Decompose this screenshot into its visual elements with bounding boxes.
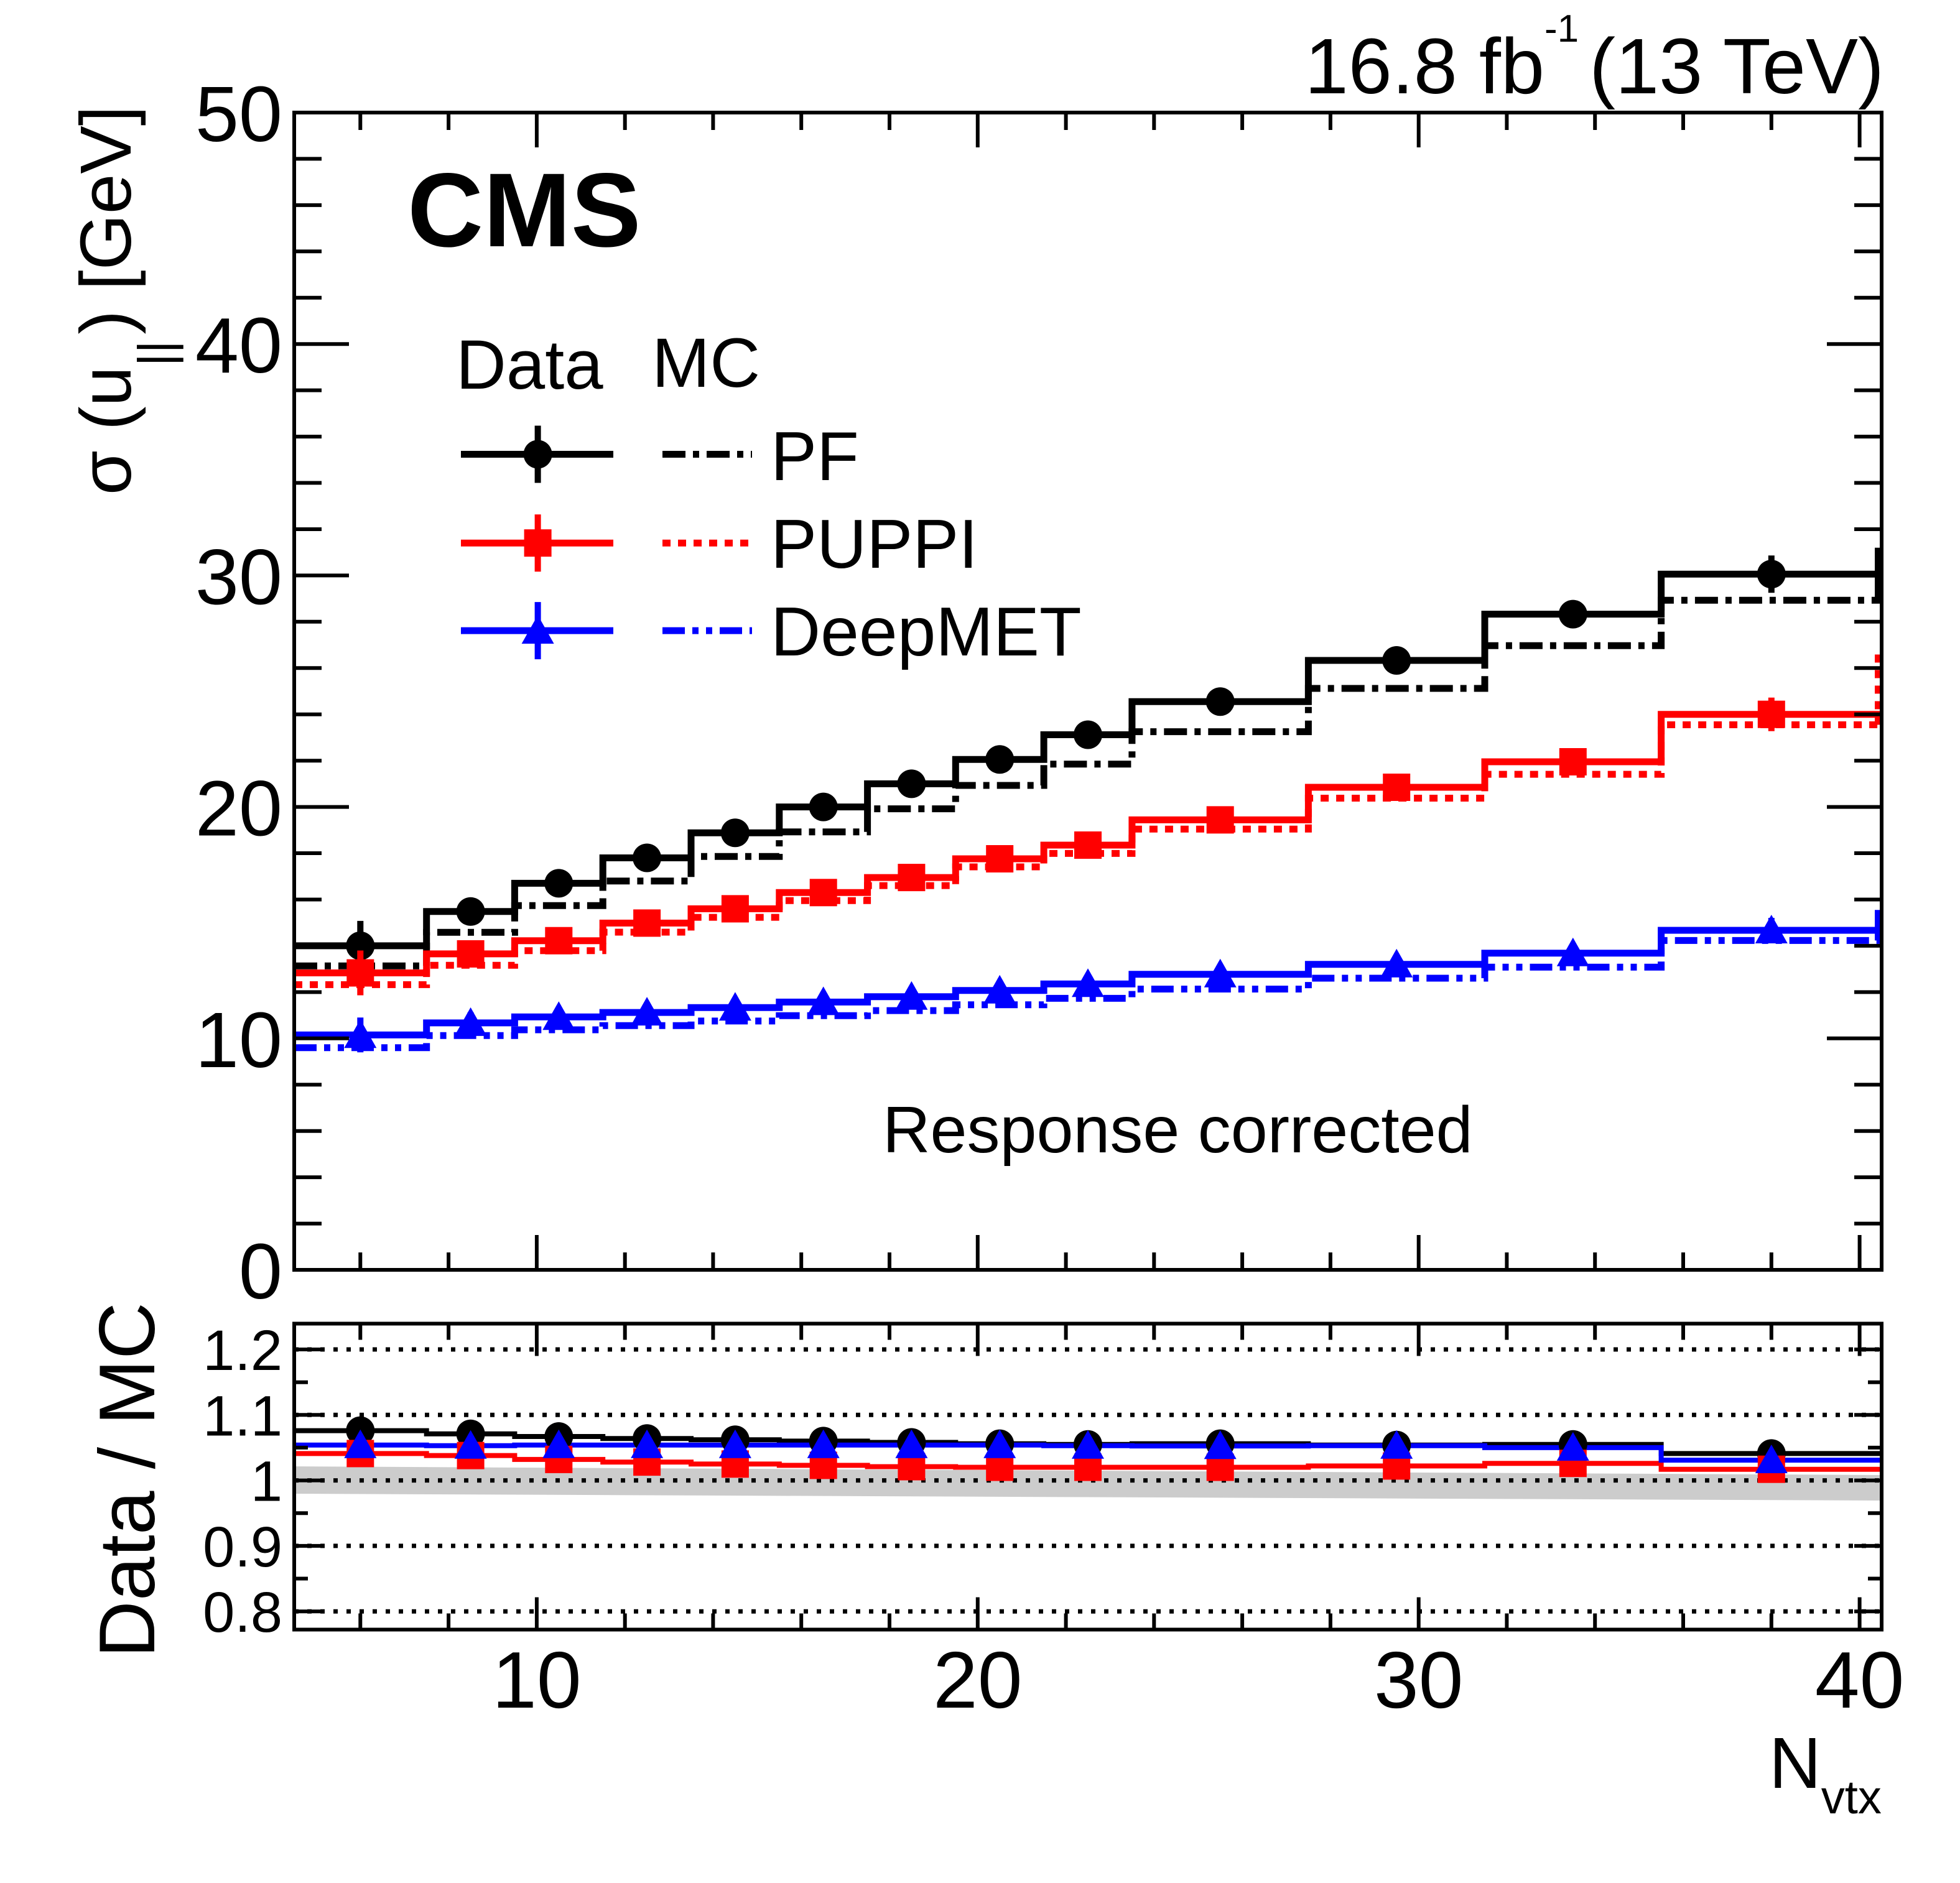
svg-text:30: 30: [195, 533, 282, 621]
svg-text:0.9: 0.9: [203, 1515, 282, 1579]
svg-text:40: 40: [195, 302, 282, 389]
svg-text:1.1: 1.1: [203, 1384, 282, 1448]
svg-text:1.2: 1.2: [203, 1319, 282, 1382]
svg-text:Data: Data: [456, 326, 603, 404]
svg-text:Data / MC: Data / MC: [83, 1302, 171, 1658]
svg-text:0: 0: [239, 1228, 282, 1315]
svg-text:PUPPI: PUPPI: [771, 506, 978, 583]
svg-text:20: 20: [933, 1635, 1023, 1725]
svg-text:10: 10: [195, 996, 282, 1084]
svg-text:0.8: 0.8: [203, 1581, 282, 1644]
svg-text:1: 1: [251, 1450, 282, 1514]
svg-text:DeepMET: DeepMET: [771, 593, 1082, 670]
svg-text:Response corrected: Response corrected: [883, 1093, 1473, 1167]
svg-text:PF: PF: [771, 418, 859, 495]
svg-text:40: 40: [1815, 1635, 1905, 1725]
svg-text:CMS: CMS: [407, 151, 641, 269]
svg-text:16.8 fb-1 (13 TeV): 16.8 fb-1 (13 TeV): [1305, 7, 1884, 110]
svg-text:30: 30: [1374, 1635, 1464, 1725]
svg-text:MC: MC: [652, 324, 760, 402]
svg-text:10: 10: [492, 1635, 582, 1725]
svg-text:20: 20: [195, 765, 282, 853]
svg-text:50: 50: [195, 70, 282, 158]
